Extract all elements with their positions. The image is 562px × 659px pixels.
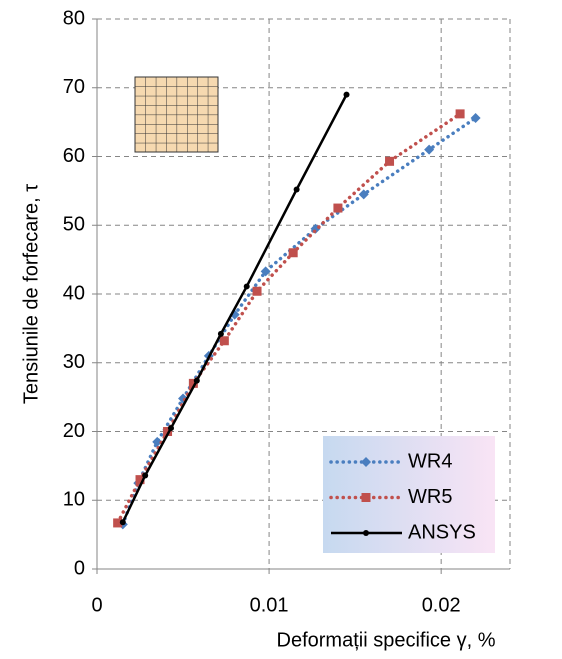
marker: [167, 425, 174, 432]
marker: [361, 493, 371, 502]
marker: [293, 186, 300, 193]
mesh-icon: [134, 76, 219, 153]
plot: [113, 91, 481, 530]
y-tick-label: 60: [63, 145, 85, 167]
y-axis-label: Tensiunile de forfecare, τ: [20, 184, 42, 404]
legend-label: WR4: [408, 450, 452, 472]
legend-label: ANSYS: [408, 521, 476, 543]
marker: [470, 113, 481, 123]
y-tick-label: 50: [63, 214, 85, 236]
series-line: [115, 112, 462, 525]
legend-label: WR5: [408, 486, 452, 508]
marker: [424, 144, 435, 155]
y-tick-label: 30: [63, 351, 85, 373]
marker: [188, 378, 198, 388]
marker: [455, 109, 465, 119]
x-tick-label: 0.02: [422, 594, 461, 616]
y-tick-label: 0: [74, 557, 85, 579]
marker: [142, 472, 149, 479]
marker: [219, 336, 229, 346]
marker: [119, 519, 126, 526]
marker: [358, 189, 369, 200]
marker: [252, 286, 262, 296]
marker: [363, 530, 369, 536]
marker: [163, 427, 173, 436]
marker: [333, 203, 343, 213]
x-axis-label: Deformații specifice γ, %: [277, 629, 496, 651]
series-line: [121, 94, 348, 523]
y-tick-label: 80: [63, 7, 85, 29]
marker: [361, 457, 371, 467]
marker: [217, 330, 224, 337]
x-tick-label: 0: [91, 594, 102, 616]
marker: [152, 436, 163, 447]
marker: [135, 475, 145, 485]
marker: [243, 283, 250, 290]
y-tick-label: 10: [63, 489, 85, 511]
marker: [113, 518, 123, 528]
y-tick-label: 40: [63, 282, 85, 304]
marker: [343, 91, 350, 98]
marker: [193, 377, 200, 384]
x-tick-label: 0.01: [250, 594, 289, 616]
y-tick-label: 20: [63, 420, 85, 442]
marker: [260, 266, 271, 277]
marker: [288, 248, 298, 258]
grid: 0 10 20 30 40 50 60 70 80 0 0.01 0.02: [63, 7, 511, 616]
marker: [385, 156, 395, 166]
legend: WR4 WR5 ANSYS: [323, 436, 495, 553]
y-tick-label: 70: [63, 76, 85, 98]
